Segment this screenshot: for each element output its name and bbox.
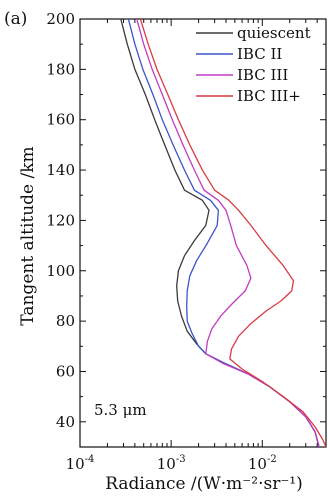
x-axis-label: Radiance /(W·m⁻²·sr⁻¹) <box>105 474 303 494</box>
series-line-3 <box>136 19 320 447</box>
legend: quiescent IBC II IBC III IBC III+ <box>196 24 311 105</box>
y-tick-label: 40 <box>56 413 75 431</box>
legend-label: IBC II <box>237 45 282 63</box>
wavelength-annotation: 5.3 μm <box>94 401 147 419</box>
y-axis: 40 60 80 100 120 140 160 180 200 <box>46 10 326 448</box>
panel-label: (a) <box>4 9 27 29</box>
y-tick-label: 100 <box>46 262 75 280</box>
y-tick-label: 120 <box>46 211 75 229</box>
legend-label: quiescent <box>237 24 311 42</box>
y-tick-label: 80 <box>56 312 75 330</box>
x-tick-label: 10-4 <box>66 454 95 473</box>
y-tick-label: 140 <box>46 161 75 179</box>
series-line-2 <box>127 19 320 447</box>
x-tick-label: 10-3 <box>157 454 186 473</box>
legend-label: IBC III <box>237 66 288 84</box>
y-tick-label: 60 <box>56 362 75 380</box>
y-tick-label: 180 <box>46 60 75 78</box>
series-line-4 <box>139 19 326 447</box>
y-tick-label: 160 <box>46 111 75 129</box>
series-layer <box>120 19 326 447</box>
x-axis: 10-4 10-3 10-2 <box>66 19 318 473</box>
x-tick-label: 10-2 <box>248 454 277 473</box>
plot-frame <box>79 18 327 448</box>
y-axis-label: Tangent altitude /km <box>18 146 38 325</box>
legend-label: IBC III+ <box>237 87 301 105</box>
y-tick-label: 200 <box>46 10 75 28</box>
series-line-1 <box>120 19 320 447</box>
